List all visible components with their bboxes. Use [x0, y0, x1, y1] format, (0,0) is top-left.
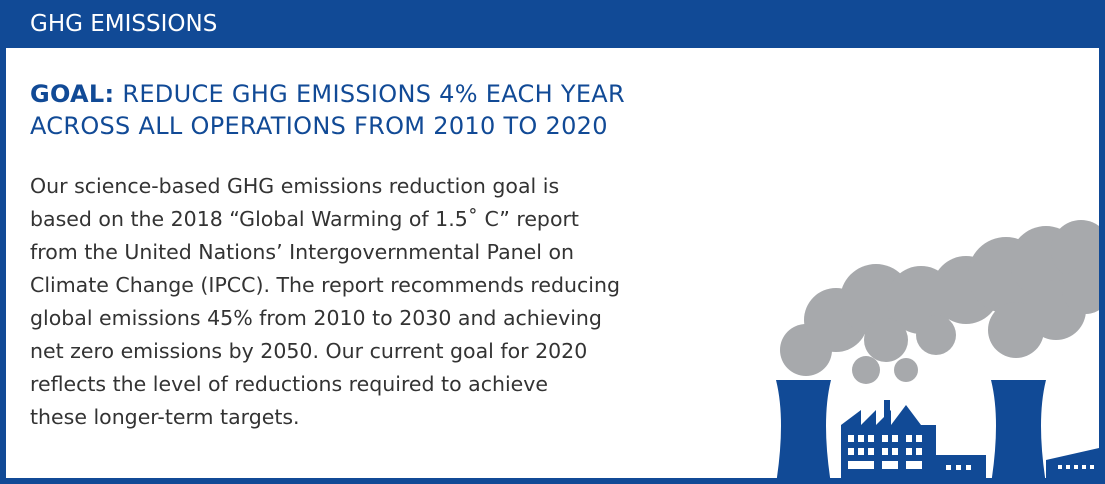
body-line: based on the 2018 “Global Warming of 1.5… — [30, 207, 579, 231]
body-line: Climate Change (IPCC). The report recomm… — [30, 273, 620, 297]
goal-label: GOAL: — [30, 80, 115, 108]
header-title: GHG EMISSIONS — [6, 0, 1099, 48]
goal: GOAL: REDUCE GHG EMISSIONS 4% EACH YEAR … — [30, 78, 625, 142]
body-line: from the United Nations’ Intergovernment… — [30, 240, 574, 264]
goal-line: ACROSS ALL OPERATIONS FROM 2010 TO 2020 — [30, 112, 608, 140]
smoke — [780, 220, 1099, 384]
goal-line: GOAL: REDUCE GHG EMISSIONS 4% EACH YEAR — [30, 78, 625, 110]
body-line: Our science-based GHG emissions reductio… — [30, 174, 560, 198]
body-line: net zero emissions by 2050. Our current … — [30, 339, 588, 363]
factory-illustration — [776, 220, 1099, 478]
body-text: Our science-based GHG emissions reductio… — [30, 170, 620, 434]
body-line: reflects the level of reductions require… — [30, 372, 549, 396]
windows — [848, 435, 1094, 470]
body-line: global emissions 45% from 2010 to 2030 a… — [30, 306, 602, 330]
body-line: these longer-term targets. — [30, 405, 300, 429]
buildings — [776, 380, 1099, 478]
goal-text: REDUCE GHG EMISSIONS 4% EACH YEAR — [122, 80, 625, 108]
